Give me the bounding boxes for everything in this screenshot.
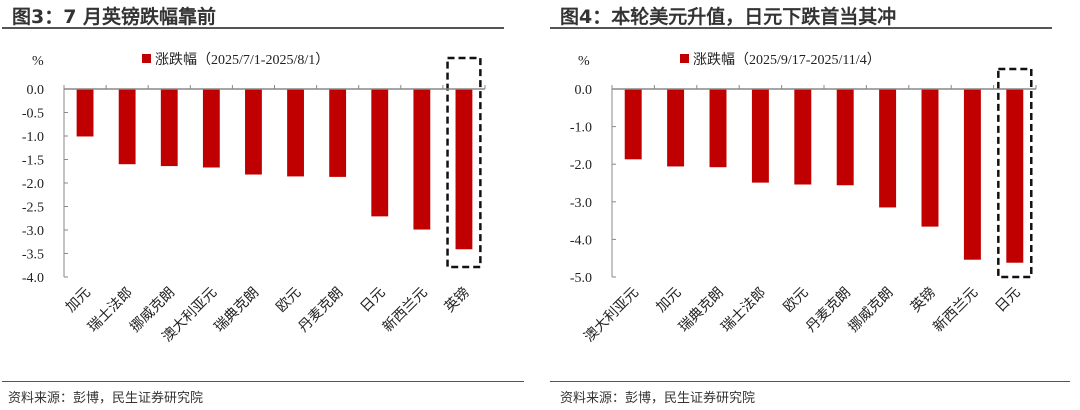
figure-4-chart: 涨跌幅（2025/9/17-2025/11/4）% 0.0 -1.0 -2.0 -3.0…: [570, 52, 1037, 346]
y-tick-label: -0.5: [22, 107, 44, 122]
figure-3-source: 资料来源：彭博，民生证券研究院: [8, 391, 204, 406]
bar-瑞士法郎: [118, 89, 136, 165]
x-tick-label: 加元: [653, 285, 684, 316]
bar-欧元: [287, 89, 304, 177]
legend-label: 涨跌幅（2025/9/17-2025/11/4）: [693, 52, 881, 68]
y-tick-label: -3.0: [570, 196, 592, 211]
bar-英镑: [455, 89, 473, 250]
y-tick-label: -1.0: [570, 121, 592, 136]
bar-挪威克朗: [160, 89, 178, 167]
legend-swatch: [142, 54, 151, 63]
title-divider: [550, 27, 1052, 29]
x-tick-label: 新西兰元: [930, 285, 981, 336]
bar-英镑: [921, 89, 939, 227]
figure-3-chart: 涨跌幅（2025/7/1-2025/8/1）% 0.0 -0.5 -1.0 -1.5 -2…: [22, 52, 486, 345]
title-divider: [2, 27, 504, 29]
x-tick-label: 加元: [63, 285, 94, 316]
x-tick-label: 新西兰元: [380, 285, 431, 336]
highlight-box: [997, 67, 1033, 279]
x-tick-label: 欧元: [781, 285, 812, 316]
bar-加元: [76, 89, 94, 137]
x-tick-label: 日元: [358, 285, 388, 315]
bar-新西兰元: [963, 89, 981, 260]
bar-丹麦克朗: [836, 89, 854, 186]
bar-日元: [1006, 89, 1024, 263]
y-tick-label: -3.5: [22, 248, 44, 263]
figure-4-source: 资料来源：彭博，民生证券研究院: [560, 391, 756, 406]
bar-瑞典克朗: [245, 89, 262, 175]
x-tick-label: 澳大利亚元: [581, 285, 642, 346]
y-axis-unit: %: [32, 54, 44, 69]
y-tick-label: -1.5: [22, 154, 44, 169]
y-tick-label: -2.5: [22, 201, 44, 216]
x-tick-label: 英镑: [441, 284, 473, 316]
x-tick-label: 丹麦克朗: [803, 285, 854, 336]
y-tick-label: -1.0: [22, 130, 44, 145]
bar-瑞典克朗: [709, 89, 727, 168]
y-tick-label: -5.0: [570, 271, 592, 286]
x-tick-label: 瑞士法郎: [718, 285, 769, 336]
highlight-box: [446, 56, 482, 269]
bar-瑞士法郎: [751, 89, 769, 183]
bar-挪威克朗: [879, 89, 897, 208]
x-tick-label: 英镑: [907, 284, 939, 316]
y-tick-label: 0.0: [575, 83, 593, 98]
x-tick-label: 瑞典克朗: [211, 285, 262, 336]
y-tick-label: 0.0: [27, 83, 45, 98]
bar-欧元: [794, 89, 812, 185]
figure-4-title: 图4：本轮美元升值，日元下跌首当其冲: [560, 6, 897, 28]
footer-divider: [550, 381, 1070, 382]
y-tick-label: -4.0: [570, 233, 592, 248]
y-tick-label: -2.0: [570, 158, 592, 173]
x-tick-label: 日元: [993, 285, 1023, 315]
figure-4-panel: 图4：本轮美元升值，日元下跌首当其冲 涨跌幅（2025/9/17-2025/11…: [540, 0, 1080, 410]
bar-澳大利亚元: [624, 89, 642, 160]
bar-日元: [371, 89, 389, 217]
y-tick-label: -3.0: [22, 224, 44, 239]
x-tick-label: 欧元: [273, 285, 304, 316]
bar-澳大利亚元: [202, 89, 220, 168]
y-tick-label: -4.0: [22, 271, 44, 286]
x-tick-label: 挪威克朗: [846, 285, 897, 336]
x-tick-label: 瑞士法郎: [85, 285, 136, 336]
footer-divider: [2, 381, 524, 382]
figure-3-panel: 图3：7 月英镑跌幅靠前 涨跌幅（2025/7/1-2025/8/1）% 0.0 -…: [2, 6, 524, 406]
bar-新西兰元: [413, 89, 431, 230]
figure-3-title: 图3：7 月英镑跌幅靠前: [12, 6, 217, 28]
y-axis-unit: %: [578, 54, 590, 69]
legend-swatch: [680, 54, 689, 63]
bar-丹麦克朗: [329, 89, 347, 177]
legend-label: 涨跌幅（2025/7/1-2025/8/1）: [155, 52, 329, 68]
y-tick-label: -2.0: [22, 177, 44, 192]
x-tick-label: 丹麦克朗: [296, 285, 347, 336]
bar-加元: [667, 89, 685, 167]
x-tick-label: 瑞典克朗: [676, 285, 727, 336]
